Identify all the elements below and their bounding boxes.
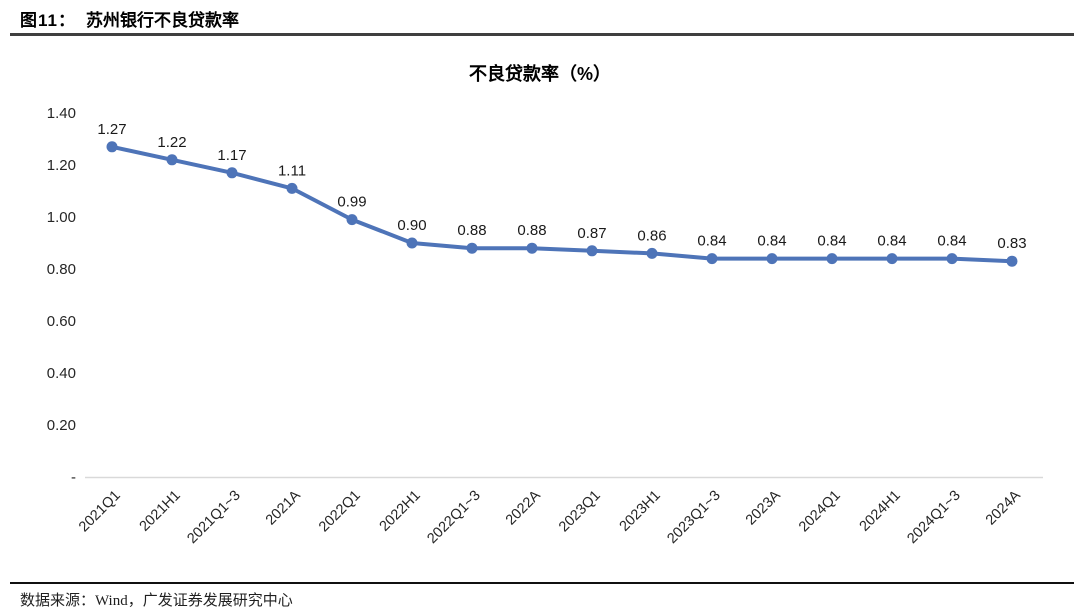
chart-title: 不良贷款率（%） (468, 64, 611, 84)
series-line (110, 144, 1014, 264)
data-label: 0.88 (517, 222, 546, 239)
figure-title: 苏州银行不良贷款率 (85, 11, 239, 30)
x-tick-label: 2021Q1 (76, 488, 124, 536)
figure-header: 图11： 苏州银行不良贷款率 (20, 6, 239, 31)
data-point-marker (226, 167, 238, 179)
data-label: 0.84 (697, 233, 726, 250)
data-point-marker (826, 253, 838, 265)
data-label: 0.84 (817, 233, 846, 250)
x-tick-label: 2024Q1 (796, 488, 844, 536)
data-label: 0.86 (637, 227, 666, 244)
data-point-marker (946, 253, 958, 265)
data-label: 0.88 (457, 222, 486, 239)
data-label: 1.27 (97, 121, 126, 138)
header-divider (10, 33, 1074, 36)
x-tick-label: 2023A (743, 487, 784, 528)
data-point-marker (886, 253, 898, 265)
data-label: 0.84 (757, 233, 786, 250)
y-tick-label: 1.20 (47, 157, 76, 174)
y-tick-label: 0.60 (47, 313, 76, 330)
data-point-marker (346, 214, 358, 226)
x-tick-label: 2021H1 (137, 488, 184, 535)
data-label: 0.84 (877, 233, 906, 250)
y-tick-label: - (71, 469, 76, 486)
y-tick-label: 0.20 (47, 417, 76, 434)
x-tick-label: 2024A (983, 487, 1024, 528)
data-label: 0.83 (997, 235, 1026, 252)
data-source: 数据来源：Wind，广发证券发展研究中心 (20, 593, 293, 609)
x-tick-label: 2024H1 (857, 488, 904, 535)
data-point-marker (766, 253, 778, 265)
x-tick-label: 2021A (263, 487, 304, 528)
data-point-marker (586, 245, 598, 257)
x-tick-label: 2023Q1 (556, 488, 604, 536)
data-point-marker (106, 141, 118, 153)
x-tick-label: 2022H1 (377, 488, 424, 535)
data-point-marker (166, 154, 178, 166)
x-tick-label: 2022Q1 (316, 488, 364, 536)
data-label: 1.22 (157, 134, 186, 151)
data-point-marker (406, 237, 418, 249)
data-point-marker (706, 253, 718, 265)
x-tick-label: 2024Q1~3 (904, 488, 963, 547)
data-label: 1.17 (217, 147, 246, 164)
data-point-marker (526, 242, 538, 254)
data-label: 1.11 (278, 162, 306, 179)
y-tick-label: 0.80 (47, 261, 76, 278)
data-point-marker (646, 247, 658, 259)
x-tick-label: 2021Q1~3 (184, 488, 243, 547)
data-point-marker (286, 182, 298, 194)
x-tick-label: 2022Q1~3 (424, 488, 483, 547)
figure-number: 图11： (20, 11, 76, 30)
footer-divider (10, 582, 1074, 584)
data-label: 0.99 (337, 194, 366, 211)
x-tick-label: 2023H1 (617, 488, 664, 535)
y-tick-label: 1.40 (47, 105, 76, 122)
data-label: 0.87 (577, 225, 606, 242)
x-tick-label: 2022A (503, 487, 544, 528)
data-point-marker (1006, 255, 1018, 267)
y-tick-label: 0.40 (47, 365, 76, 382)
y-tick-label: 1.00 (47, 209, 76, 226)
data-label: 0.84 (937, 233, 966, 250)
x-tick-label: 2023Q1~3 (664, 488, 723, 547)
data-label: 0.90 (397, 217, 426, 234)
data-point-marker (466, 242, 478, 254)
